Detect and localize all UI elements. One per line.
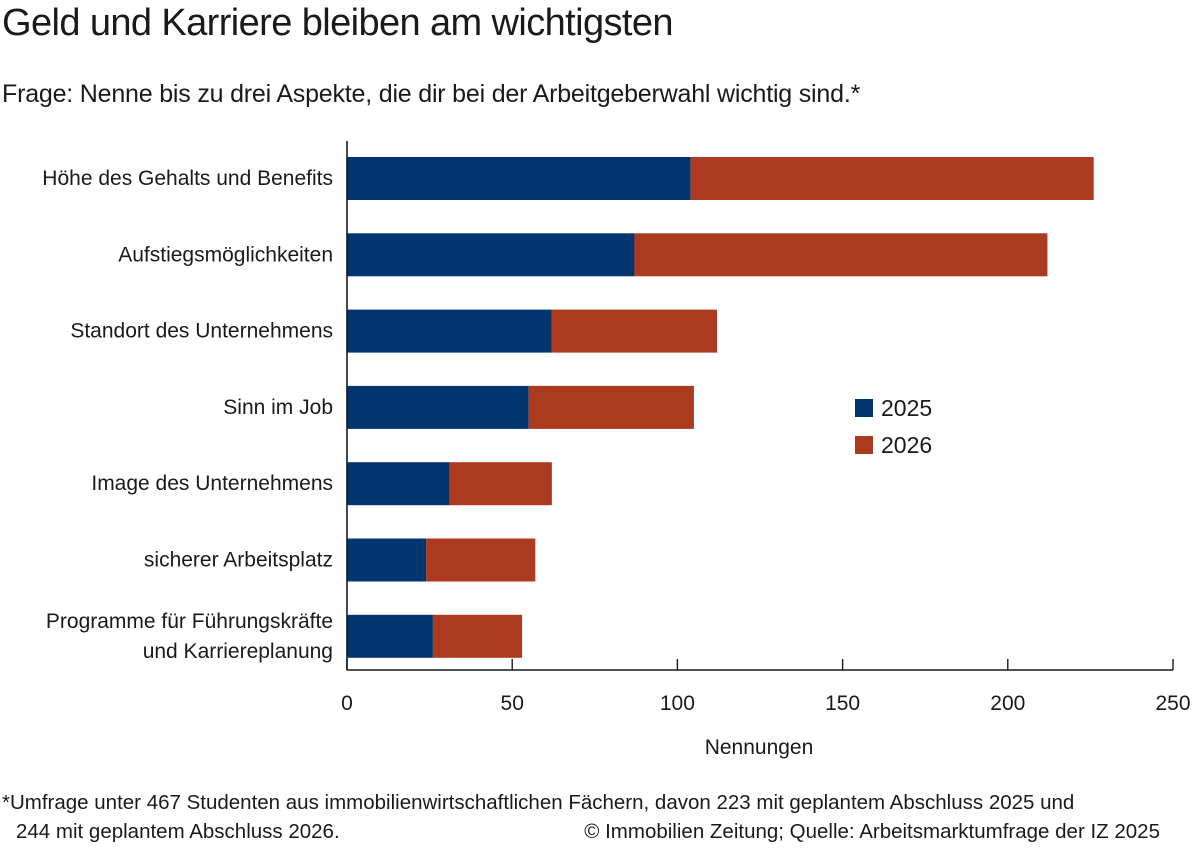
footnote: *Umfrage unter 467 Studenten aus immobil… <box>2 788 1162 846</box>
bar-2025-2 <box>347 309 552 353</box>
bar-2025-5 <box>347 538 427 582</box>
bar-2026-1 <box>634 233 1048 277</box>
x-tick-label-0: 0 <box>341 692 353 715</box>
bar-2025-1 <box>347 233 635 277</box>
bar-2026-0 <box>690 157 1094 200</box>
bar-2026-5 <box>426 538 536 582</box>
category-label-2: Standort des Unternehmens <box>70 320 333 343</box>
category-label-6-0: Programme für Führungskräfte <box>46 610 333 633</box>
chart-title: Geld und Karriere bleiben am wichtigsten <box>2 2 674 44</box>
category-label-3: Sinn im Job <box>223 396 333 419</box>
category-label-4: Image des Unternehmens <box>91 472 333 495</box>
bar-2025-3 <box>347 385 529 429</box>
legend: 2025 2026 <box>855 395 932 458</box>
bars-group <box>347 157 1094 658</box>
legend-swatch-2025 <box>855 399 873 417</box>
x-tick-label-100: 100 <box>660 692 695 715</box>
axes-group: Höhe des Gehalts und Benefits Aufstiegsmö… <box>42 141 1191 759</box>
footnote-line-2: 244 mit geplantem Abschluss 2026. <box>16 820 340 843</box>
x-axis-title: Nennungen <box>705 736 814 759</box>
legend-label-2026: 2026 <box>881 432 932 458</box>
bar-2026-4 <box>449 462 552 506</box>
x-tick-label-150: 150 <box>825 692 860 715</box>
bar-2025-4 <box>347 462 450 506</box>
category-label-5: sicherer Arbeitsplatz <box>144 549 333 572</box>
source-credit: © Immobilien Zeitung; Quelle: Arbeitsmar… <box>584 820 1160 843</box>
x-tick-label-200: 200 <box>990 692 1025 715</box>
bar-2026-2 <box>551 309 718 353</box>
bar-chart: Höhe des Gehalts und Benefits Aufstiegsmö… <box>42 141 1191 759</box>
category-label-6-1: und Karriereplanung <box>143 640 333 663</box>
bar-2025-6 <box>347 614 433 658</box>
legend-swatch-2026 <box>855 436 873 454</box>
x-tick-label-50: 50 <box>501 692 524 715</box>
category-label-1: Aufstiegsmöglichkeiten <box>118 243 333 266</box>
bar-2025-0 <box>347 157 691 200</box>
x-tick-label-250: 250 <box>1155 692 1190 715</box>
footnote-line-1: *Umfrage unter 467 Studenten aus immobil… <box>2 791 1075 814</box>
bar-2026-6 <box>432 614 523 658</box>
legend-label-2025: 2025 <box>881 395 932 421</box>
chart-subtitle: Frage: Nenne bis zu drei Aspekte, die di… <box>2 80 861 108</box>
category-label-0: Höhe des Gehalts und Benefits <box>42 167 333 190</box>
bar-2026-3 <box>528 385 694 429</box>
